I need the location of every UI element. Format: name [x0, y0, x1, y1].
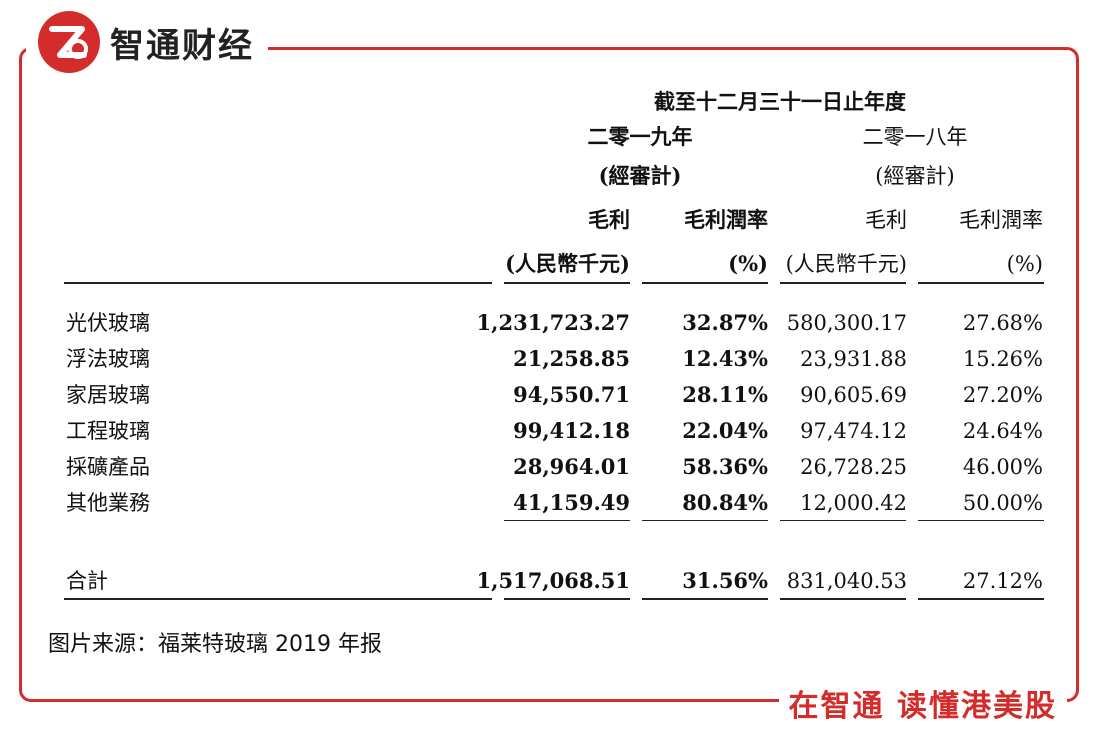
header-divider	[64, 282, 492, 284]
row-2018-margin: 27.20%	[962, 383, 1043, 407]
row-2018-profit: 23,931.88	[800, 347, 907, 371]
row-2019-profit: 21,258.85	[513, 346, 630, 371]
row-name: 採礦產品	[66, 455, 150, 479]
subtotal-divider	[780, 520, 906, 521]
header-divider	[642, 282, 768, 284]
col-2018-margin-unit: (%)	[1006, 252, 1043, 276]
subtotal-divider	[504, 520, 630, 521]
brand-header: 智通财经	[26, 8, 268, 76]
row-name: 光伏玻璃	[66, 311, 150, 335]
row-name: 工程玻璃	[66, 419, 150, 443]
row-name: 浮法玻璃	[66, 347, 150, 371]
slogan: 在智通 读懂港美股	[788, 689, 1057, 724]
brand-name: 智通财经	[110, 25, 254, 66]
row-name: 其他業務	[66, 491, 150, 515]
header-divider	[780, 282, 906, 284]
row-2019-margin: 32.87%	[682, 310, 768, 335]
subtotal-divider	[642, 520, 768, 521]
row-2019-profit: 28,964.01	[513, 454, 630, 479]
image-source-caption: 图片来源：福莱特玻璃 2019 年报	[48, 632, 382, 657]
col-2019-profit-label: 毛利	[588, 207, 630, 232]
bottom-divider	[504, 598, 630, 600]
col-2018-profit-unit: (人民幣千元)	[785, 252, 907, 276]
bottom-divider	[918, 598, 1044, 600]
row-2018-margin: 27.68%	[962, 311, 1043, 335]
period-header: 截至十二月三十一日止年度	[654, 89, 906, 114]
row-2019-profit: 1,231,723.27	[476, 310, 630, 335]
total-2019-margin: 31.56%	[682, 568, 768, 593]
slogan-area: 在智通 读懂港美股	[778, 680, 1067, 726]
brand-logo-icon	[38, 11, 100, 73]
total-name: 合計	[66, 569, 108, 593]
row-2018-margin: 50.00%	[962, 491, 1043, 515]
total-2018-margin: 27.12%	[962, 569, 1043, 593]
col-2018-margin-label: 毛利潤率	[959, 208, 1043, 232]
row-name: 家居玻璃	[66, 383, 150, 407]
row-2018-margin: 46.00%	[962, 455, 1043, 479]
row-2018-profit: 90,605.69	[800, 383, 907, 407]
year-2019-audit: (經審計)	[598, 163, 682, 188]
row-2018-profit: 580,300.17	[786, 311, 907, 335]
row-2019-margin: 22.04%	[682, 418, 768, 443]
row-2019-profit: 99,412.18	[513, 418, 630, 443]
year-2019-label: 二零一九年	[587, 124, 693, 149]
subtotal-divider	[918, 520, 1044, 521]
row-2019-margin: 28.11%	[682, 382, 768, 407]
row-2018-margin: 15.26%	[962, 347, 1043, 371]
bottom-divider	[64, 598, 492, 600]
row-2018-profit: 12,000.42	[800, 491, 907, 515]
row-2019-profit: 94,550.71	[513, 382, 630, 407]
row-2018-margin: 24.64%	[962, 419, 1043, 443]
row-2019-margin: 58.36%	[682, 454, 768, 479]
year-2018-label: 二零一八年	[862, 125, 968, 149]
col-2018-profit-label: 毛利	[865, 208, 907, 232]
year-2018-audit: (經審計)	[875, 164, 955, 188]
bottom-divider	[780, 598, 906, 600]
col-2019-margin-unit: (%)	[728, 251, 768, 276]
row-2018-profit: 26,728.25	[800, 455, 907, 479]
row-2019-margin: 80.84%	[682, 490, 768, 515]
bottom-divider	[642, 598, 768, 600]
row-2019-margin: 12.43%	[682, 346, 768, 371]
row-2018-profit: 97,474.12	[800, 419, 907, 443]
row-2019-profit: 41,159.49	[513, 490, 630, 515]
header-divider	[918, 282, 1044, 284]
col-2019-profit-unit: (人民幣千元)	[505, 251, 630, 276]
total-2019-profit: 1,517,068.51	[476, 568, 630, 593]
content-frame	[19, 47, 1079, 702]
header-divider	[504, 282, 630, 284]
col-2019-margin-label: 毛利潤率	[684, 207, 768, 232]
total-2018-profit: 831,040.53	[786, 569, 907, 593]
